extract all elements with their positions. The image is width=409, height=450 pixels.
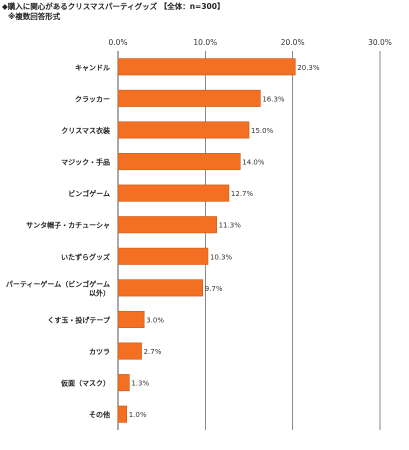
bar <box>117 310 145 328</box>
bar-value-label: 1.0% <box>129 411 147 419</box>
bar <box>117 89 261 107</box>
category-label: サンタ帽子・カチューシャ <box>26 221 110 230</box>
bar-value-label: 11.3% <box>219 222 242 230</box>
bar <box>117 279 204 297</box>
bar <box>117 247 209 265</box>
bar-value-label: 9.7% <box>205 285 223 293</box>
bar-value-label: 1.3% <box>131 380 149 388</box>
category-label: いたずらグッズ <box>61 252 110 261</box>
x-tick-label: 30.0% <box>368 38 392 47</box>
category-label: マジック・手品 <box>61 158 110 167</box>
bar-value-label: 10.3% <box>210 253 233 261</box>
x-tick-label: 10.0% <box>193 38 217 47</box>
bar <box>117 405 128 423</box>
category-label: クラッカー <box>75 94 110 103</box>
x-tick-label: 20.0% <box>281 38 305 47</box>
bar <box>117 216 217 234</box>
bar-value-label: 3.0% <box>146 316 164 324</box>
category-label: キャンドル <box>75 64 110 72</box>
bar <box>117 374 130 392</box>
category-label: その他 <box>89 410 110 419</box>
bar-value-label: 15.0% <box>251 127 274 135</box>
category-label: パーティーゲーム（ビンゴゲーム <box>6 279 110 288</box>
chart-title: ◆購入に関心があるクリスマスパーティグッズ 【全体：n=300】 <box>2 2 225 11</box>
category-label: 以外） <box>89 288 110 297</box>
x-tick-label: 0.0% <box>108 38 127 47</box>
category-label: カツラ <box>89 348 110 356</box>
bar-value-label: 12.7% <box>231 190 254 198</box>
bar-value-label: 14.0% <box>242 159 265 167</box>
chart-note: ※複数回答形式 <box>8 12 61 21</box>
category-label: クリスマス衣装 <box>61 126 110 135</box>
bar <box>117 58 296 76</box>
bar <box>117 184 230 202</box>
category-label: ビンゴゲーム <box>68 189 110 198</box>
bar-value-label: 2.7% <box>144 348 162 356</box>
bar-value-label: 16.3% <box>262 95 285 103</box>
category-label: くす玉・投げテープ <box>47 315 111 324</box>
bar <box>117 121 250 139</box>
bar-value-label: 20.3% <box>297 64 320 72</box>
category-label: 仮面（マスク） <box>60 379 110 388</box>
bar <box>117 342 142 360</box>
bar <box>117 153 241 171</box>
